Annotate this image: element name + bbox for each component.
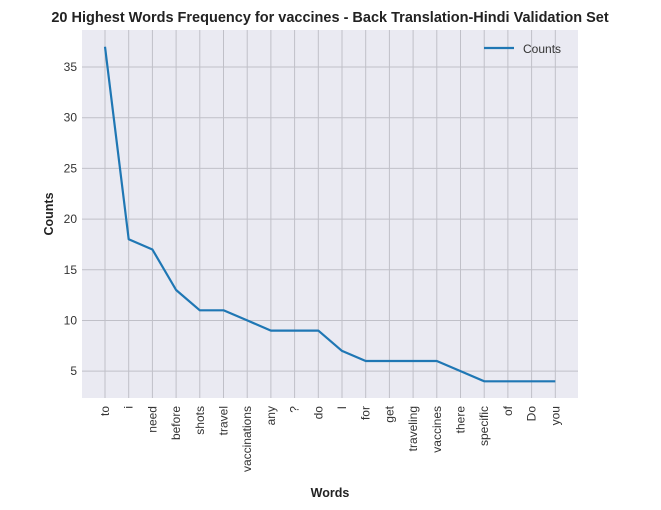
x-tick-label: get xyxy=(382,405,396,422)
x-tick-label: vaccinations xyxy=(240,406,254,472)
y-tick-label: 20 xyxy=(64,212,78,226)
x-tick-label: travel xyxy=(217,406,231,435)
x-tick-label: vaccines xyxy=(430,406,444,453)
y-tick-label: 35 xyxy=(64,60,78,74)
x-tick-label: to xyxy=(98,406,112,416)
x-axis-ticks: to i need before shots travel vaccinations any?… xyxy=(98,405,562,472)
x-tick-label: for xyxy=(359,406,373,420)
x-tick-label: there xyxy=(454,406,468,434)
x-tick-label: specific xyxy=(477,406,491,446)
x-tick-label: any xyxy=(264,406,278,425)
legend: Counts xyxy=(484,42,561,56)
series-line-counts xyxy=(103,46,556,383)
x-tick-label: i xyxy=(122,406,136,409)
x-tick-label: do xyxy=(311,406,325,420)
grid xyxy=(82,30,578,398)
y-tick-label: 5 xyxy=(70,364,77,378)
x-tick-label: I xyxy=(335,406,349,409)
y-axis-label: Counts xyxy=(42,192,56,235)
y-tick-label: 30 xyxy=(64,111,78,125)
x-tick-label: before xyxy=(169,406,183,440)
x-tick-label: Do xyxy=(525,406,539,422)
x-tick-label: need xyxy=(145,406,159,433)
plot-area xyxy=(82,30,578,398)
y-tick-label: 15 xyxy=(64,263,78,277)
x-tick-label: ? xyxy=(288,406,302,413)
x-tick-label: traveling xyxy=(406,406,420,451)
y-axis-ticks: 5 10 15 20 25 30 35 xyxy=(64,60,78,378)
chart-title: 20 Highest Words Frequency for vaccines … xyxy=(51,10,608,26)
x-tick-label: you xyxy=(548,406,562,425)
y-tick-label: 25 xyxy=(64,161,78,175)
x-tick-label: of xyxy=(501,405,515,416)
legend-label-counts: Counts xyxy=(523,42,561,56)
x-tick-label: shots xyxy=(193,406,207,435)
y-tick-label: 10 xyxy=(64,313,78,327)
x-axis-label: Words xyxy=(311,486,350,500)
